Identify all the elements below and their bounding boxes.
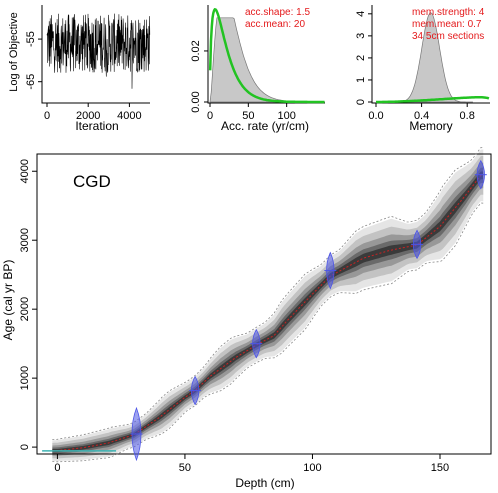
age-tick-label: 0 (19, 444, 31, 450)
memory-density-tick-label: 0 (355, 99, 367, 105)
panel-1-frame (41, 5, 150, 104)
log-objective-axis-label: Log of Objective (8, 12, 20, 92)
acc-rate-tick-label: 50 (242, 110, 254, 122)
accumulation-rate-panel: 0 50 100 0.00 0.02 Acc. rate (yr/cm) acc.sh… (190, 5, 325, 133)
uncertainty-band-4 (52, 171, 484, 453)
memory-tick-label: 0.8 (460, 110, 475, 122)
age-depth-panel: 0 50 100 150 0 1000 2000 3000 4000 CGD Depth (c… (1, 147, 492, 490)
uncertainty-band-3 (52, 167, 484, 454)
acc-density-tick-label: 0.00 (190, 91, 202, 112)
depth-tick-label: 100 (303, 462, 321, 474)
age-tick-label: 3000 (19, 228, 31, 252)
acc-shape-annotation: acc.shape: 1.5 (245, 7, 310, 18)
age-tick-label: 4000 (19, 159, 31, 183)
sections-annotation: 34 5cm sections (412, 31, 484, 42)
acc-rate-posterior-histogram (209, 17, 325, 103)
age-model-median-line (52, 174, 484, 452)
outer-range-lower-line (52, 202, 484, 463)
uncertainty-band-2 (52, 162, 484, 456)
age-depth-plot-frame (36, 153, 492, 455)
depth-tick-label: 0 (54, 462, 60, 474)
acc-rate-tick-label: 100 (277, 110, 295, 122)
age-model-uncertainty-cloud (52, 149, 484, 461)
panel-2-frame (207, 5, 325, 104)
age-tick-label: 1000 (19, 366, 31, 390)
depth-tick-label: 150 (431, 462, 449, 474)
acc-density-tick-label: 0.02 (190, 40, 202, 61)
memory-density-tick-label: 2 (355, 55, 367, 61)
memory-prior-curve (376, 96, 490, 104)
age-tick-label: 2000 (19, 297, 31, 321)
iteration-tick-label: 4000 (117, 110, 141, 122)
memory-axis-label: Memory (409, 119, 452, 133)
acc-rate-prior-curve (208, 8, 325, 104)
iteration-tick-label: 2000 (76, 110, 100, 122)
acc-mean-annotation: acc.mean: 20 (245, 19, 305, 30)
memory-tick-label: 0.0 (368, 110, 383, 122)
outer-range-upper-line (52, 147, 484, 440)
memory-density-tick-label: 3 (355, 33, 367, 39)
log-objective-tick-label: -55 (25, 31, 37, 47)
panel-3-frame (371, 5, 490, 104)
site-title: CGD (73, 172, 111, 191)
memory-density-tick-label: 1 (355, 77, 367, 83)
mem-mean-annotation: mem.mean: 0.7 (412, 19, 482, 30)
uncertainty-band-1 (52, 156, 484, 459)
acc-rate-tick-label: 0 (207, 110, 213, 122)
acc-rate-axis-label: Acc. rate (yr/cm) (221, 119, 309, 133)
mem-strength-annotation: mem.strength: 4 (412, 7, 485, 18)
memory-panel: 0.0 0.4 0.8 0 1 2 3 4 Memory mem.strength: 4 m… (355, 5, 490, 133)
uncertainty-band-0 (52, 149, 484, 461)
depth-tick-label: 50 (179, 462, 191, 474)
calibrated-dates (130, 159, 487, 462)
log-objective-trace (46, 13, 151, 89)
log-objective-tick-label: -65 (25, 74, 37, 90)
memory-posterior-histogram (393, 12, 473, 103)
iteration-trace-panel: 0 2000 4000 -55 -65 Iteration Log of Object… (8, 5, 151, 133)
depth-axis-label: Depth (cm) (235, 476, 294, 490)
age-axis-label: Age (cal yr BP) (1, 260, 15, 341)
memory-tick-label: 0.4 (414, 110, 429, 122)
memory-density-tick-label: 4 (355, 11, 367, 17)
iteration-axis-label: Iteration (75, 119, 118, 133)
iteration-tick-label: 0 (44, 110, 50, 122)
